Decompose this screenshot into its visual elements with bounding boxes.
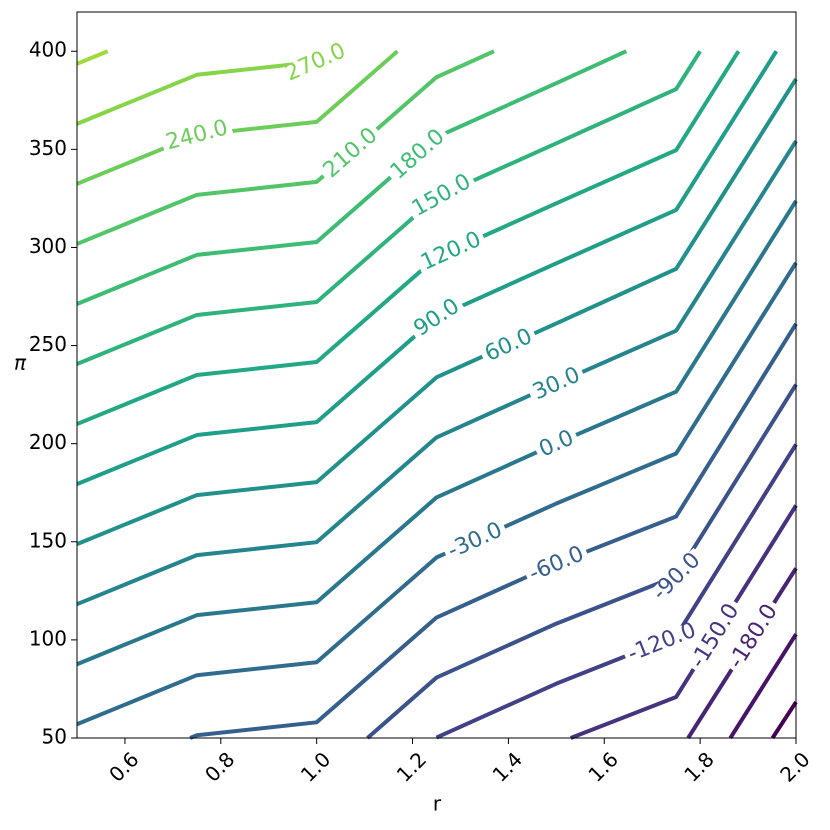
x-tick-label: 2.0: [775, 747, 814, 786]
y-tick-label: 100: [29, 626, 67, 650]
y-axis-label: π: [14, 351, 27, 375]
y-tick-label: 200: [29, 430, 67, 454]
contour-label: 270.0: [282, 38, 350, 86]
contour-label-gap: [385, 124, 450, 184]
contour-label: 210.0: [319, 123, 383, 183]
y-tick-label: 150: [29, 528, 67, 552]
contour-label-group: 30.0: [527, 363, 586, 406]
plot-frame: [76, 11, 797, 739]
y-tick-label: 400: [29, 38, 67, 62]
contour-line: [76, 49, 109, 66]
contour-label: 60.0: [481, 324, 536, 367]
contour-label-gap: [523, 543, 590, 584]
contour-label: 120.0: [417, 227, 485, 276]
contour-line: [569, 504, 798, 740]
contour-line: [76, 49, 495, 246]
contour-label-group: 90.0: [408, 294, 465, 342]
contour-label: -30.0: [444, 518, 506, 564]
x-tick-label: 1.8: [679, 747, 718, 786]
contour-label-gap: [622, 619, 702, 664]
contour-line: [76, 261, 798, 727]
x-tick-label: 1.2: [392, 747, 431, 786]
contour-label-group: -30.0: [441, 518, 508, 564]
x-tick-label: 0.6: [104, 747, 143, 786]
contour-label: 150.0: [408, 169, 475, 221]
x-tick-label: 0.8: [200, 747, 239, 786]
contour-label-gap: [686, 598, 743, 674]
contour-line: [76, 49, 628, 306]
contour-label: 30.0: [529, 363, 584, 406]
contour-label-gap: [527, 364, 586, 403]
contour-label-gap: [318, 123, 383, 182]
x-axis-label: r: [433, 792, 442, 816]
x-tick-label: 1.0: [296, 747, 335, 786]
contour-label-gap: [415, 228, 487, 273]
contour-label: 180.0: [386, 124, 450, 184]
contour-label-gap: [479, 325, 538, 364]
contour-line: [76, 49, 399, 186]
contour-label-gap: [441, 519, 508, 561]
contour-label-group: 210.0: [318, 123, 383, 183]
contour-label-gap: [647, 547, 705, 605]
contour-label-group: 240.0: [160, 115, 234, 155]
contour-label-group: 150.0: [406, 169, 477, 222]
contour-label-group: 120.0: [415, 227, 487, 276]
contour-line: [76, 78, 798, 546]
contour-line: [770, 700, 798, 740]
contour-lines: [76, 49, 798, 740]
contour-label-gap: [724, 598, 781, 674]
contour-label-group: -60.0: [523, 541, 590, 587]
contour-label-group: 180.0: [385, 124, 450, 184]
contour-line: [76, 199, 798, 667]
contour-label-gap: [533, 427, 580, 460]
contour-line: [435, 443, 798, 740]
contour-line: [76, 140, 798, 607]
contour-label-group: 60.0: [479, 324, 538, 367]
contour-line: [366, 383, 798, 740]
contour-label-gap: [160, 118, 234, 152]
y-tick-label: 250: [29, 332, 67, 356]
contour-label-group: 0.0: [533, 425, 580, 462]
contour-line: [728, 633, 798, 740]
x-tick-label: 1.6: [583, 747, 622, 786]
y-tick-label: 300: [29, 234, 67, 258]
contour-label-gap: [408, 294, 465, 340]
x-tick-label: 1.4: [488, 747, 527, 786]
y-tick-label: 50: [42, 725, 67, 749]
contour-label: 240.0: [163, 115, 230, 155]
contour-label-gap: [406, 170, 477, 220]
contour-line: [189, 322, 798, 740]
y-tick-label: 350: [29, 136, 67, 160]
contour-label: -60.0: [525, 541, 587, 586]
contour-label-gap: [279, 40, 351, 84]
contour-label-group: 270.0: [279, 38, 351, 87]
